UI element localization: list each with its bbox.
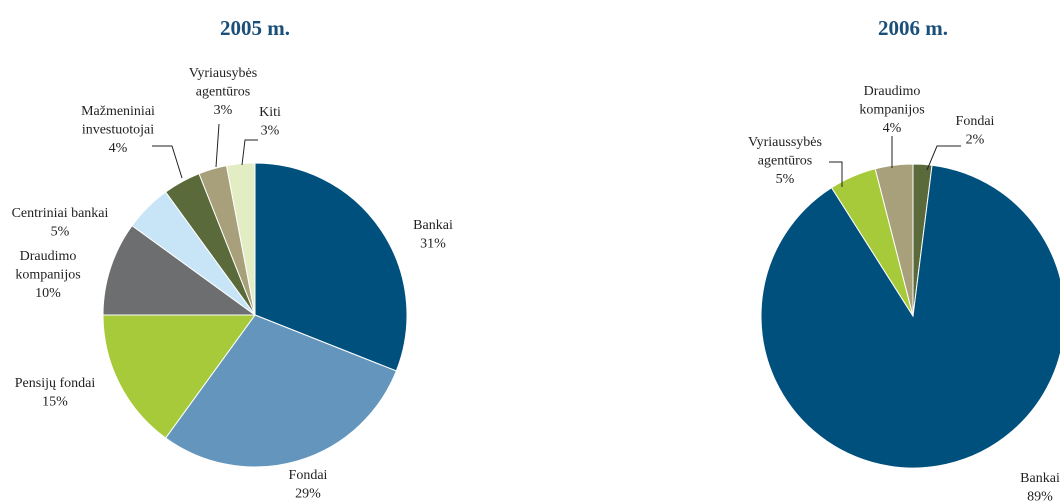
leader-line	[152, 145, 183, 179]
slice-label: Centriniai bankai	[12, 206, 109, 221]
pie-slice	[102, 314, 256, 439]
slice-label: Vyriaussybės agentūros	[748, 135, 822, 169]
slice-label: Bankai	[413, 218, 453, 233]
leader-line	[829, 161, 843, 187]
slice-label: Vyriausybės agentūros	[189, 66, 257, 100]
slice-value: 5%	[776, 172, 795, 187]
leader-line	[926, 145, 961, 171]
slice-label: Fondai	[956, 114, 995, 129]
pie-slice	[225, 162, 256, 316]
slice-label: Draudimo kompanijos	[15, 249, 80, 283]
slice-value: 5%	[51, 225, 70, 240]
slice-value: 10%	[35, 286, 61, 301]
slice-label: Bankai	[1020, 471, 1060, 486]
slice-label: Pensijų fondai	[15, 376, 96, 391]
slice-label: Mažmeniniai investuotojai	[81, 104, 155, 138]
slice-value: 89%	[1027, 490, 1053, 501]
slice-label: Kiti	[259, 105, 281, 120]
pie-slice	[760, 164, 1060, 469]
slice-value: 3%	[214, 103, 233, 118]
slice-value: 4%	[109, 141, 128, 156]
leader-line	[241, 139, 258, 166]
pie-slice	[254, 162, 408, 372]
chart-title: 2005 m.	[220, 16, 290, 40]
slice-value: 15%	[42, 395, 68, 410]
slice-label: Fondai	[289, 468, 328, 483]
pie-slice	[874, 163, 914, 317]
slice-value: 31%	[420, 237, 446, 252]
pie-slice	[164, 314, 397, 468]
chart-title: 2006 m.	[878, 16, 948, 40]
slice-label: Draudimo kompanijos	[859, 84, 924, 118]
slice-value: 2%	[966, 133, 985, 148]
slice-value: 3%	[261, 124, 280, 139]
leader-line	[215, 123, 220, 168]
pie-slice	[102, 224, 257, 316]
slice-value: 4%	[883, 121, 902, 136]
slice-value: 29%	[295, 487, 321, 501]
